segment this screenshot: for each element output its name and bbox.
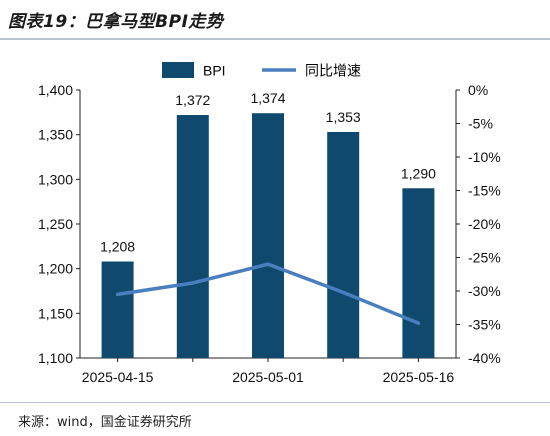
axes: 1,100 1,150 1,200 1,250 1,300 1,350 1,400 0% -5%… [38, 82, 501, 385]
bpi-bar [327, 131, 360, 358]
bars [101, 113, 435, 358]
x-axis-tick-label: 2025-04-15 [82, 369, 154, 385]
left-axis-tick-label: 1,150 [38, 305, 73, 321]
legend: BPI 同比增速 [162, 62, 361, 79]
bpi-data-label: 1,290 [401, 165, 436, 181]
source-divider [0, 402, 550, 403]
left-axis-tick-label: 1,250 [38, 216, 73, 232]
data-labels: 1,208 1,372 1,374 1,353 1,290 [100, 90, 436, 254]
left-axis-tick-label: 1,350 [38, 127, 73, 143]
bpi-data-label: 1,372 [175, 92, 210, 108]
legend-swatch-bpi [162, 62, 194, 78]
bpi-data-label: 1,208 [100, 239, 135, 255]
right-axis-tick-label: -30% [468, 283, 501, 299]
left-axis-tick-label: 1,400 [38, 82, 73, 98]
bpi-bar [402, 188, 435, 358]
right-axis-tick-label: 0% [468, 82, 488, 98]
bpi-chart: BPI 同比增速 1,1001,1501,2001,2501,3001,3501… [38, 62, 501, 385]
left-axis-tick-label: 1,200 [38, 261, 73, 277]
right-axis-tick-label: -20% [468, 216, 501, 232]
legend-label-bpi: BPI [203, 63, 226, 79]
right-axis-tick-label: -35% [468, 317, 501, 333]
right-axis-tick-label: -10% [468, 149, 501, 165]
bpi-data-label: 1,374 [250, 90, 285, 106]
title-divider [0, 38, 550, 40]
right-axis-tick-label: -25% [468, 250, 501, 266]
x-axis-tick-label: 2025-05-16 [383, 369, 455, 385]
bpi-bar [252, 113, 284, 358]
chart-title: 图表19：巴拿马型BPI走势 [8, 12, 224, 32]
left-axis-tick-label: 1,300 [38, 171, 73, 187]
bpi-bar [101, 261, 134, 358]
right-axis-tick-label: -15% [468, 183, 501, 199]
left-axis-tick-label: 1,100 [38, 350, 73, 366]
x-axis-tick-label: 2025-05-01 [232, 369, 304, 385]
bpi-bar [176, 115, 209, 358]
right-axis-tick-label: -5% [468, 116, 493, 132]
growth-line [115, 262, 421, 325]
source-note: 来源：wind，国金证券研究所 [18, 415, 192, 430]
bpi-data-label: 1,353 [326, 109, 361, 125]
legend-label-yoy: 同比增速 [305, 63, 361, 79]
right-axis-tick-label: -40% [468, 350, 501, 366]
